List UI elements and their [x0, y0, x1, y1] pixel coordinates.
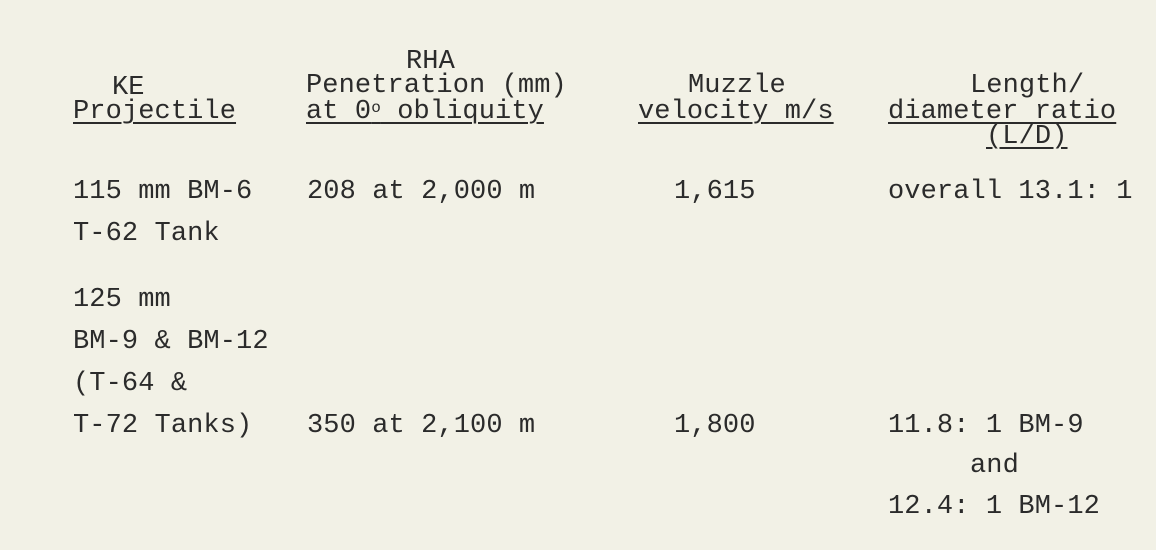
header-obliquity: at 0o obliquity [306, 96, 544, 128]
header-diameter-ratio: diameter ratio [888, 97, 1117, 127]
row1-ld-ratio: overall 13.1: 1 [888, 177, 1133, 207]
row2-projectile-line4: T-72 Tanks) [73, 411, 253, 441]
row2-projectile-line3: (T-64 & [73, 369, 188, 399]
header-penetration: Penetration (mm) [306, 71, 567, 101]
header-rha: RHA [406, 47, 455, 77]
obliquity-suffix: obliquity [380, 97, 544, 127]
row2-projectile-line1: 125 mm [73, 285, 171, 315]
row2-ld-ratio-line1: 11.8: 1 BM-9 [888, 411, 1084, 441]
row2-ld-ratio-line2: and [970, 451, 1019, 481]
header-muzzle: Muzzle [688, 71, 786, 101]
row1-projectile-line2: T-62 Tank [73, 219, 220, 249]
row2-ld-ratio-line3: 12.4: 1 BM-12 [888, 492, 1100, 522]
row2-velocity: 1,800 [674, 411, 756, 441]
header-ke: KE [112, 73, 145, 103]
header-velocity: velocity m/s [638, 97, 834, 127]
header-ld: (L/D) [986, 122, 1068, 152]
header-length: Length/ [970, 71, 1085, 101]
header-projectile: Projectile [73, 97, 237, 127]
degree-sign: o [371, 99, 381, 117]
obliquity-prefix: at 0 [306, 97, 372, 127]
row1-velocity: 1,615 [674, 177, 756, 207]
row2-projectile-line2: BM-9 & BM-12 [73, 327, 269, 357]
row2-penetration: 350 at 2,100 m [307, 411, 536, 441]
row1-penetration: 208 at 2,000 m [307, 177, 536, 207]
row1-projectile-line1: 115 mm BM-6 [73, 177, 253, 207]
